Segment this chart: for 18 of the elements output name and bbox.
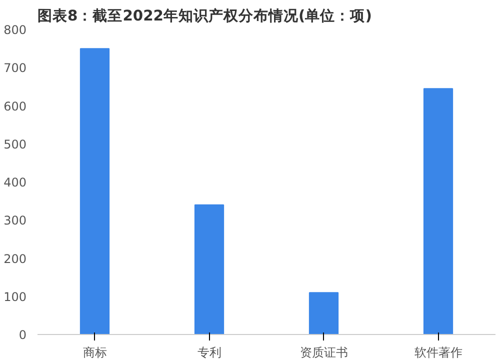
y-tick-label: 400 [4, 176, 26, 190]
chart-title: 图表8：截至2022年知识产权分布情况(单位：项) [38, 8, 372, 24]
y-tick-label: 800 [4, 23, 26, 37]
bar [80, 48, 110, 334]
bar [308, 292, 339, 334]
bar [194, 204, 224, 334]
x-tick-label: 软件著作 [414, 346, 462, 360]
y-tick-label: 100 [4, 290, 26, 304]
y-tick-label: 500 [4, 137, 26, 152]
y-tick-label: 200 [4, 252, 26, 266]
x-tick-label: 专利 [197, 346, 222, 360]
y-tick-label: 700 [4, 61, 26, 76]
y-tick-label: 600 [4, 99, 26, 114]
y-tick-label: 300 [4, 214, 26, 228]
bar [423, 88, 454, 334]
x-tick-label: 商标 [82, 346, 107, 360]
y-tick-label: 0 [18, 328, 27, 342]
x-tick-label: 资质证书 [300, 346, 348, 360]
